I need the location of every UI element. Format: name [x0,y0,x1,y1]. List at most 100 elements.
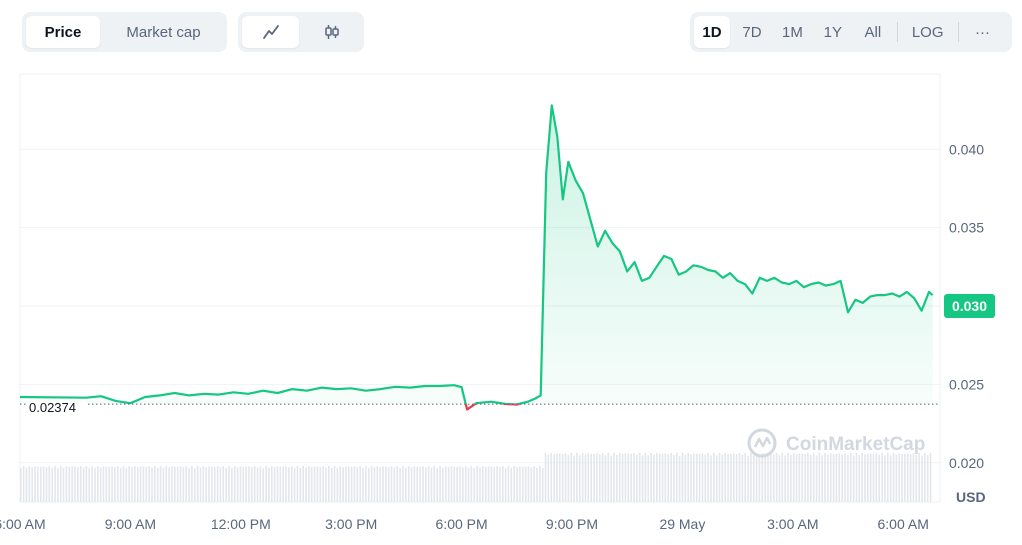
volume-bar [616,454,618,502]
volume-bar [493,467,496,502]
volume-bar [325,467,327,502]
toolbar-divider [957,22,959,42]
volume-bar [159,466,162,502]
volume-bar [644,452,647,502]
volume-bar [738,453,741,502]
volume-bar [37,466,39,502]
volume-bar [889,455,892,502]
volume-bar [758,454,761,502]
volume-bar [673,455,675,502]
volume-bar [539,466,541,502]
volume-bar [821,455,824,502]
volume-bar [154,466,156,502]
volume-bar [892,452,895,502]
volume-bar [476,466,478,502]
range-all-button[interactable]: All [864,23,882,41]
volume-bar [844,452,846,502]
watermark: CoinMarketCap [747,428,925,458]
volume-bar [185,466,188,502]
volume-bar [262,468,265,502]
log-scale-button[interactable]: LOG [911,23,944,41]
volume-bar [216,466,219,502]
volume-bar [869,453,872,502]
volume-bar [82,467,85,502]
tab-price[interactable]: Price [26,16,100,48]
volume-bar [270,466,273,502]
volume-bar [681,452,684,502]
volume-bar [570,452,573,502]
range-1y-button[interactable]: 1Y [823,23,843,41]
volume-bar [482,466,484,502]
volume-bar [299,467,302,502]
volume-bar [424,467,427,502]
volume-bar [165,466,168,502]
volume-bar [747,455,749,502]
volume-bar [174,466,176,502]
volume-bar [790,454,792,502]
volume-bar [519,466,521,502]
volume-bar [290,466,293,502]
volume-bar [119,467,122,502]
volume-bar [34,466,36,502]
volume-bar [473,467,476,502]
volume-bar [182,467,185,502]
range-1m-button[interactable]: 1M [782,23,803,41]
volume-bar [650,452,652,502]
range-7d-button[interactable]: 7D [742,23,762,41]
volume-bar [915,454,918,502]
watermark-text: CoinMarketCap [786,434,925,455]
volume-bar [887,452,889,502]
volume-bar [704,454,707,502]
volume-bar [604,455,607,502]
x-tick-label: 9:00 PM [546,516,598,532]
volume-bar [31,467,34,502]
volume-bar [42,466,45,502]
volume-bar [516,467,518,502]
volume-bar [693,453,695,502]
volume-bar [852,455,855,502]
range-1d-button[interactable]: 1D [694,16,730,48]
volume-bar [114,467,116,502]
volume-bar [228,466,230,502]
volume-bar [162,467,165,502]
volume-bar [97,466,99,502]
volume-bar [653,454,655,502]
volume-bar [402,466,404,502]
open-price-label-bg [26,399,86,418]
volume-bar [855,452,858,502]
volume-bar [91,466,93,502]
volume-bar [829,453,832,502]
volume-bar [88,468,91,502]
volume-bar [627,453,630,502]
volume-bar [259,466,262,502]
volume-bar [564,453,567,502]
volume-bar [433,466,436,502]
candlestick-button[interactable] [303,16,360,48]
volume-bar [884,455,886,502]
metric-toggle: Price Market cap [22,12,227,52]
price-area [20,105,933,410]
volume-bar [664,453,667,502]
volume-bar [707,452,709,502]
volume-bar [547,454,550,502]
x-tick-label: 3:00 AM [767,516,818,532]
line-chart-button[interactable] [242,16,299,48]
more-options-button[interactable]: ··· [975,23,991,41]
volume-bar [701,453,704,502]
volume-bar [778,455,781,502]
tab-market-cap[interactable]: Market cap [126,23,201,41]
volume-bar [875,453,878,502]
volume-bar [196,466,199,502]
volume-bar [219,467,222,502]
volume-bar [99,467,102,502]
volume-bar [179,466,182,502]
volume-bar [450,466,453,502]
volume-bar [71,466,73,502]
volume-bar [641,455,644,502]
volume-bar [62,467,65,502]
volume-bar [912,453,915,502]
volume-bar [439,466,441,502]
volume-bar [422,466,424,502]
x-axis: 6:00 AM 9:00 AM 12:00 PM 3:00 PM 6:00 PM 9:00… [0,516,929,532]
